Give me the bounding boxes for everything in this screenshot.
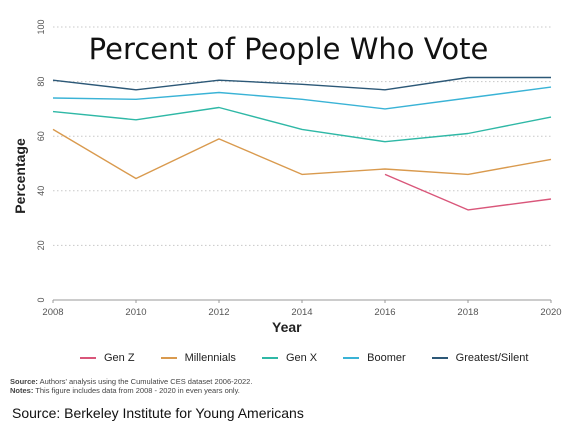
legend-label-boomer: Boomer — [367, 352, 406, 364]
y-tick-label: 60 — [36, 131, 46, 141]
x-tick-label: 2016 — [374, 307, 395, 318]
legend-item-millennials: Millennials — [160, 352, 236, 364]
legend-swatch-gen-z — [80, 357, 96, 359]
legend-swatch-greatest-silent — [431, 357, 448, 359]
y-tick-label: 80 — [36, 77, 46, 87]
notes-notes-text: This figure includes data from 2008 - 20… — [33, 386, 240, 395]
legend-label-gen-x: Gen X — [285, 352, 318, 364]
legend-label-greatest-silent: Greatest/Silent — [455, 352, 529, 364]
series-line-boomer — [52, 86, 552, 110]
notes-notes-label: Notes: — [10, 386, 34, 395]
y-axis-ticks: 0 20 40 60 80 100 — [36, 19, 46, 302]
legend-swatch-millennials — [160, 357, 177, 359]
series-line-gen-z — [384, 173, 552, 211]
legend-item-gen-z: Gen Z — [80, 352, 135, 364]
legend: Gen Z Millennials Gen X Boomer Greatest/… — [80, 352, 554, 364]
x-axis-label: Year — [272, 319, 302, 335]
x-axis-ticks: 2008 2010 2012 2014 2016 2018 2020 — [42, 299, 562, 318]
series-lines — [52, 76, 552, 211]
x-tick-label: 2010 — [125, 307, 146, 318]
x-tick-label: 2020 — [540, 307, 561, 318]
series-line-greatest-silent — [52, 76, 551, 91]
notes-source-text: Authors' analysis using the Cumulative C… — [37, 377, 253, 386]
x-tick-label: 2012 — [208, 307, 229, 318]
gridlines — [53, 26, 551, 301]
y-tick-label: 40 — [36, 186, 46, 196]
legend-label-gen-z: Gen Z — [104, 352, 135, 364]
legend-label-millennials: Millennials — [184, 352, 236, 364]
notes-notes-line: Notes: This figure includes data from 20… — [10, 386, 252, 395]
series-line-millennials — [52, 128, 552, 180]
legend-item-gen-x: Gen X — [261, 352, 318, 364]
y-tick-label: 100 — [36, 19, 46, 34]
x-tick-label: 2014 — [291, 307, 312, 318]
legend-swatch-boomer — [343, 357, 360, 359]
chart-notes: Source: Authors' analysis using the Cumu… — [10, 377, 252, 395]
chart-title: Percent of People Who Vote — [88, 32, 489, 66]
legend-item-boomer: Boomer — [343, 352, 406, 364]
footer-source: Source: Berkeley Institute for Young Ame… — [12, 405, 304, 421]
y-tick-label: 0 — [36, 297, 46, 302]
legend-swatch-gen-x — [261, 357, 278, 359]
notes-source-line: Source: Authors' analysis using the Cumu… — [10, 377, 252, 386]
notes-source-label: Source: — [10, 377, 38, 386]
legend-item-greatest-silent: Greatest/Silent — [431, 352, 529, 364]
y-tick-label: 20 — [36, 240, 46, 250]
series-line-gen-x — [52, 106, 552, 143]
y-axis-label: Percentage — [12, 138, 28, 214]
x-tick-label: 2018 — [457, 307, 478, 318]
x-tick-label: 2008 — [42, 307, 63, 318]
